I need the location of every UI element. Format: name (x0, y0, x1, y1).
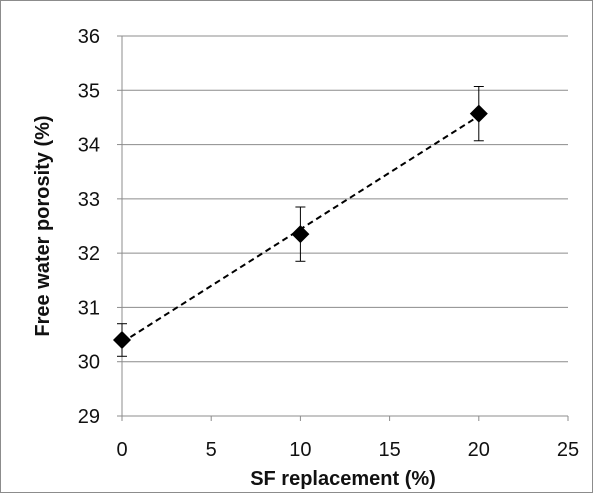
y-axis-title: Free water porosity (%) (32, 115, 54, 336)
data-point (291, 225, 310, 244)
y-tick-label: 36 (78, 26, 100, 48)
data-points (113, 104, 488, 349)
gridlines (122, 35, 568, 363)
error-bars (117, 85, 484, 357)
y-tick-label: 34 (78, 135, 100, 157)
y-tick-label: 33 (78, 189, 100, 211)
y-tick-label: 31 (78, 297, 100, 319)
data-point (469, 104, 488, 123)
y-tick-label: 30 (78, 352, 100, 374)
y-tick-label: 29 (78, 406, 100, 428)
x-tick-label: 15 (378, 439, 400, 461)
axes (117, 35, 569, 421)
x-tick-label: 10 (289, 439, 311, 461)
y-tick-label: 35 (78, 80, 100, 102)
x-tick-label: 25 (557, 439, 579, 461)
x-tick-label: 0 (116, 439, 127, 461)
x-tick-labels: 0 5 10 15 20 25 (116, 439, 579, 461)
data-point (113, 331, 131, 349)
y-tick-label: 32 (78, 243, 100, 265)
x-axis-title: SF replacement (%) (250, 468, 436, 490)
x-tick-label: 20 (468, 439, 490, 461)
y-tick-labels: 29 30 31 32 33 34 35 36 (78, 26, 100, 428)
x-tick-label: 5 (206, 439, 217, 461)
